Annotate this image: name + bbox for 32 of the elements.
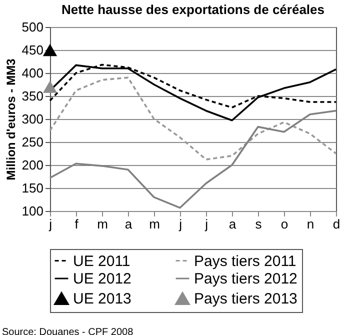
line-series (49, 110, 337, 209)
y-tick-label: 500 (22, 20, 44, 34)
x-tick-label: m (149, 216, 160, 232)
x-tick-label: m (97, 216, 108, 232)
y-axis-title: Million d'euros - MM3 (4, 58, 18, 180)
legend-label: UE 2012 (73, 270, 132, 288)
y-tick-label: 350 (22, 88, 44, 104)
legend-label: UE 2013 (73, 290, 132, 308)
source-note: Source: Douanes - CPF 2008 (1, 327, 134, 335)
y-tick-label: 200 (22, 158, 44, 172)
x-tick-label: a (228, 216, 237, 232)
x-tick-label: f (74, 216, 79, 232)
x-tick-label: o (280, 216, 288, 232)
y-tick-label: 250 (22, 134, 44, 150)
line-series (49, 76, 337, 160)
legend-label: Pays tiers 2011 (194, 252, 296, 270)
x-tick-label: d (332, 216, 340, 232)
y-tick-label: 300 (22, 112, 44, 126)
x-tick-label: j (48, 216, 52, 232)
x-tick-label: s (255, 216, 262, 232)
x-tick-label: j (204, 216, 208, 232)
chart-title: Nette hausse des exportations de céréales (61, 2, 325, 17)
x-tick-label: n (306, 216, 314, 232)
x-tick-label: j (178, 216, 182, 232)
legend-label: Pays tiers 2013 (194, 290, 298, 308)
y-tick-label: 100 (22, 204, 44, 218)
y-tick-label: 400 (22, 66, 44, 80)
x-tick-label: a (124, 216, 133, 232)
legend-label: UE 2011 (73, 252, 130, 270)
y-tick-label: 450 (22, 42, 44, 58)
legend-label: Pays tiers 2012 (194, 270, 298, 288)
y-tick-label: 150 (22, 180, 44, 196)
